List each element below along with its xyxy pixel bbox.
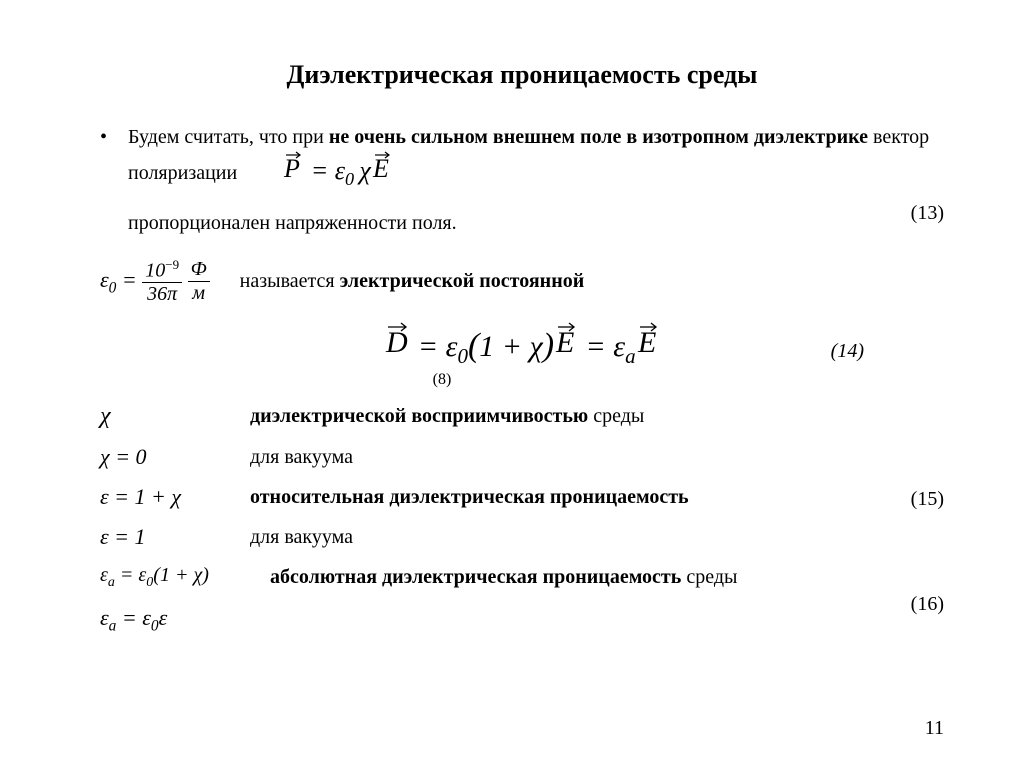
para1: Будем считать, что при не очень сильном … bbox=[128, 124, 944, 192]
page-title: Диэлектрическая проницаемость среды bbox=[100, 60, 944, 90]
eps-a-short-row: εa = ε0ε (16) bbox=[100, 605, 944, 635]
page-number: 11 bbox=[925, 717, 944, 740]
svg-text:E: E bbox=[555, 326, 574, 359]
eps-rel-symbol: ε = 1 + χ bbox=[100, 484, 250, 510]
eps0-label-bold: электрической постоянной bbox=[340, 270, 585, 292]
eq-number-16: (16) bbox=[911, 593, 944, 616]
chi-text: диэлектрической восприимчивостью среды bbox=[250, 405, 644, 428]
vector-E-icon: E bbox=[371, 151, 393, 185]
eps-one-symbol: ε = 1 bbox=[100, 524, 250, 550]
eq-number-14: (14) bbox=[831, 340, 864, 363]
eps-one-text: для вакуума bbox=[250, 526, 353, 549]
chi-text-bold: диэлектрической восприимчивостью bbox=[250, 405, 588, 427]
eps-a-text-post: среды bbox=[681, 566, 737, 588]
svg-text:P: P bbox=[283, 154, 300, 183]
eps-a-short-symbol: εa = ε0ε bbox=[100, 605, 250, 635]
chi-zero-symbol: χ = 0 bbox=[100, 444, 250, 470]
eq-number-15: (15) bbox=[911, 488, 944, 511]
eps-a-text: абсолютная диэлектрическая проницаемость… bbox=[270, 566, 737, 589]
eps-rel-row: ε = 1 + χ относительная диэлектрическая … bbox=[100, 484, 944, 510]
chi-zero-row: χ = 0 для вакуума bbox=[100, 444, 944, 470]
eq-number-13: (13) bbox=[911, 202, 944, 225]
svg-text:E: E bbox=[372, 154, 389, 183]
slide-page: Диэлектрическая проницаемость среды • Бу… bbox=[0, 0, 1024, 768]
eps-a-def-symbol: εa = ε0(1 + χ) bbox=[100, 564, 270, 591]
chi-row: χ диэлектрической восприимчивостью среды bbox=[100, 403, 944, 430]
eps0-row: ε0 = 10−9 36π Ф м называется электрическ… bbox=[100, 257, 944, 307]
chi-text-post: среды bbox=[588, 405, 644, 427]
vector-E3-icon: E bbox=[636, 322, 660, 362]
eps-one-row: ε = 1 для вакуума bbox=[100, 524, 944, 550]
para2: пропорционален напряженности поля. bbox=[128, 210, 944, 237]
eps0-label: называется электрической постоянной bbox=[240, 270, 585, 293]
eps-rel-text: относительная диэлектрическая проницаемо… bbox=[250, 486, 689, 509]
vector-D-icon: D bbox=[384, 322, 410, 362]
bullet-paragraph: • Будем считать, что при не очень сильно… bbox=[100, 124, 944, 192]
bullet-marker: • bbox=[100, 124, 128, 151]
equation-14: D = ε0(1 + χ)E = εaE (14) bbox=[100, 322, 944, 369]
eps-a-def-row: εa = ε0(1 + χ) абсолютная диэлектрическа… bbox=[100, 564, 944, 591]
chi-symbol: χ bbox=[100, 403, 250, 430]
eps-a-text-bold: абсолютная диэлектрическая проницаемость bbox=[270, 566, 681, 588]
vector-P-icon: P bbox=[282, 151, 304, 185]
eps0-label-pre: называется bbox=[240, 270, 340, 292]
para1-bold: не очень сильном внешнем поле в изотропн… bbox=[329, 126, 868, 148]
svg-text:E: E bbox=[637, 326, 656, 359]
eq14-ref: (8) bbox=[0, 371, 944, 389]
svg-text:D: D bbox=[385, 326, 408, 359]
eps0-formula: ε0 = 10−9 36π Ф м bbox=[100, 257, 210, 307]
equation-13: P = ε0 χE bbox=[282, 156, 393, 185]
vector-E2-icon: E bbox=[554, 322, 578, 362]
para1-pre: Будем считать, что при bbox=[128, 126, 329, 148]
chi-zero-text: для вакуума bbox=[250, 446, 353, 469]
